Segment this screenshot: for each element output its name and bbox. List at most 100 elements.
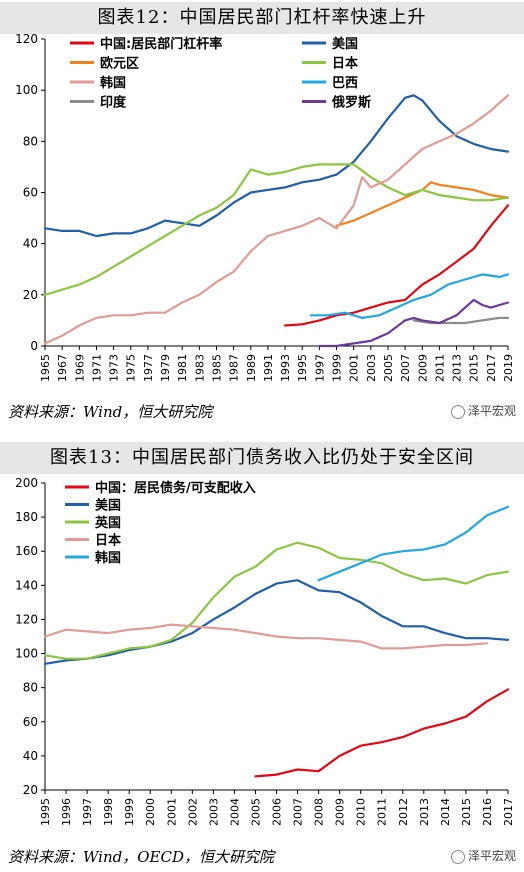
chart1-x-tick-label: 1975 (125, 354, 138, 382)
chart1-x-tick-label: 2017 (485, 354, 498, 382)
chart1-legend-label: 中国:居民部门杠杆率 (100, 36, 222, 52)
chart2-watermark: 泽平宏观 (450, 847, 516, 864)
chart2-x-tick-label: 2012 (397, 798, 410, 826)
chart1-x-tick-label: 1965 (39, 354, 52, 382)
chart1-title: 图表12：中国居民部门杠杆率快速上升 (0, 2, 524, 34)
chart1-x-tick-label: 2001 (348, 354, 361, 382)
wechat-icon (450, 849, 465, 864)
chart1-y-tick-label: 60 (23, 186, 38, 200)
chart2-x-tick-label: 2013 (418, 798, 431, 826)
chart2-series-line (317, 505, 510, 582)
chart2-y-tick-label: 40 (23, 749, 38, 763)
chart1-y-tick-label: 120 (15, 32, 38, 46)
chart2-legend-label: 中国：居民债务/可支配收入 (95, 480, 256, 496)
chart2-series-line (43, 541, 510, 660)
chart2-source: 资料来源：Wind，OECD，恒大研究院 (8, 848, 274, 866)
chart1-x-tick-label: 1987 (228, 354, 241, 382)
chart2-x-tick-label: 2008 (313, 798, 326, 826)
chart1-x-tick-label: 1989 (245, 354, 258, 382)
chart1-x-tick-label: 1967 (56, 354, 69, 382)
chart1-x-tick-label: 1991 (262, 354, 275, 382)
chart2-x-tick-label: 2009 (334, 798, 347, 826)
chart1-series-line (43, 94, 510, 238)
chart1-x-tick-label: 2013 (451, 354, 464, 382)
chart2-x-tick-label: 2005 (249, 798, 262, 826)
chart1-x-tick-label: 1993 (279, 354, 292, 382)
chart2-series-line (43, 579, 510, 665)
chart2-series-line (254, 688, 510, 778)
chart1-x-tick-label: 1973 (108, 354, 121, 382)
wechat-icon (450, 404, 465, 419)
chart1-x-tick-label: 1979 (159, 354, 172, 382)
chart2-x-tick-label: 2017 (502, 798, 515, 826)
chart2-y-tick-label: 20 (23, 783, 38, 797)
chart1-legend-label: 日本 (332, 56, 358, 72)
chart1-legend-label: 巴西 (332, 76, 358, 91)
chart1-series-line (412, 316, 510, 325)
chart1-x-tick-label: 1977 (142, 354, 155, 382)
chart2-x-tick-label: 2007 (292, 798, 305, 826)
chart1-x-tick-label: 1997 (313, 354, 326, 382)
watermark-text: 泽平宏观 (467, 404, 516, 418)
chart2-x-tick-label: 2014 (439, 798, 452, 826)
chart1-y-tick-label: 0 (30, 339, 38, 353)
chart2-x-tick-label: 2011 (376, 798, 389, 826)
chart1-legend-label: 印度 (100, 95, 127, 111)
chart1-legend-label: 俄罗斯 (331, 95, 371, 111)
chart1-legend-label: 韩国 (100, 75, 126, 91)
chart1-x-tick-label: 2009 (416, 354, 429, 382)
chart1-x-tick-label: 2015 (468, 354, 481, 382)
chart1-y-tick-label: 100 (15, 83, 38, 97)
chart1-x-tick-label: 1995 (296, 354, 309, 382)
chart1-x-tick-label: 1999 (331, 354, 344, 382)
chart2-y-tick-label: 80 (23, 681, 38, 695)
chart2-title: 图表13：中国居民部门债务收入比仍处于安全区间 (0, 442, 524, 474)
chart2-x-tick-label: 1999 (123, 798, 136, 826)
chart1-y-tick-label: 40 (23, 237, 38, 251)
chart1-x-tick-label: 2019 (502, 354, 515, 382)
chart1-legend-label: 欧元区 (100, 56, 139, 72)
chart2-legend-label: 美国 (95, 498, 121, 514)
chart1-x-tick-label: 2003 (365, 354, 378, 382)
chart1-series-line (318, 298, 510, 348)
chart2-y-tick-label: 180 (15, 510, 38, 524)
chart2-y-tick-label: 200 (15, 476, 38, 490)
chart2-x-tick-label: 1996 (60, 798, 73, 826)
chart2-x-tick-label: 2001 (165, 798, 178, 826)
chart2-legend-label: 英国 (94, 515, 121, 531)
chart1-x-tick-label: 1971 (90, 354, 103, 382)
chart1-x-tick-label: 1983 (193, 354, 206, 382)
chart2-x-tick-label: 2010 (355, 798, 368, 826)
chart2-y-tick-label: 100 (15, 647, 38, 661)
chart2-x-tick-label: 1998 (102, 798, 115, 826)
chart2: 20 40 60 80 100 120 140 160 180 200 1995 1996 1997 19… (15, 476, 515, 826)
chart1-x-tick-label: 1969 (73, 354, 86, 382)
chart2-y-tick-label: 160 (15, 544, 38, 558)
chart2-x-tick-label: 1997 (81, 798, 94, 826)
chart1-x-tick-label: 2007 (399, 354, 412, 382)
chart1-series-line (43, 94, 510, 345)
chart2-series-line (43, 623, 489, 650)
chart1-legend-label: 美国 (332, 36, 358, 52)
chart2-x-tick-label: 2006 (271, 798, 284, 826)
chart2-x-tick-label: 2004 (228, 798, 241, 826)
chart1-y-tick-label: 20 (23, 288, 38, 302)
chart1-source: 资料来源：Wind，恒大研究院 (8, 403, 213, 421)
chart2-legend-label: 韩国 (95, 550, 121, 566)
chart1-x-tick-label: 2005 (382, 354, 395, 382)
chart1-watermark: 泽平宏观 (450, 402, 516, 419)
chart1-x-tick-label: 1985 (210, 354, 223, 382)
chart2-x-tick-label: 2002 (186, 798, 199, 826)
chart1: 0 20 40 60 80 100 120 1965 1967 1969 1971 1973 1975 1… (15, 32, 515, 382)
chart2-y-tick-label: 60 (23, 715, 38, 729)
chart1-series-line (335, 181, 510, 227)
chart2-y-tick-label: 120 (15, 612, 38, 626)
chart2-x-tick-label: 2003 (207, 798, 220, 826)
chart2-x-tick-label: 2015 (460, 798, 473, 826)
chart1-series-line (284, 204, 510, 327)
chart1-y-tick-label: 80 (23, 134, 38, 148)
chart1-series-line (43, 163, 510, 296)
chart2-x-tick-label: 2016 (481, 798, 494, 826)
watermark-text: 泽平宏观 (467, 849, 516, 863)
chart2-x-tick-label: 1995 (39, 798, 52, 826)
